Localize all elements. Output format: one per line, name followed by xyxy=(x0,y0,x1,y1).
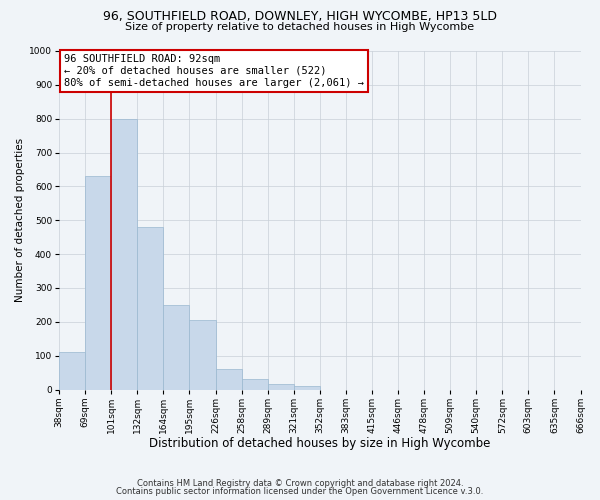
Text: 96, SOUTHFIELD ROAD, DOWNLEY, HIGH WYCOMBE, HP13 5LD: 96, SOUTHFIELD ROAD, DOWNLEY, HIGH WYCOM… xyxy=(103,10,497,23)
Bar xyxy=(163,305,190,390)
Bar xyxy=(215,369,242,390)
Text: Contains public sector information licensed under the Open Government Licence v.: Contains public sector information licen… xyxy=(116,487,484,496)
Text: 96 SOUTHFIELD ROAD: 92sqm
← 20% of detached houses are smaller (522)
80% of semi: 96 SOUTHFIELD ROAD: 92sqm ← 20% of detac… xyxy=(64,54,364,88)
Bar xyxy=(242,380,268,390)
Bar xyxy=(294,386,320,390)
Text: Contains HM Land Registry data © Crown copyright and database right 2024.: Contains HM Land Registry data © Crown c… xyxy=(137,478,463,488)
Text: Size of property relative to detached houses in High Wycombe: Size of property relative to detached ho… xyxy=(125,22,475,32)
Bar xyxy=(137,227,163,390)
Bar xyxy=(111,118,137,390)
Bar xyxy=(268,384,294,390)
Bar xyxy=(85,176,111,390)
Bar xyxy=(190,320,215,390)
X-axis label: Distribution of detached houses by size in High Wycombe: Distribution of detached houses by size … xyxy=(149,437,490,450)
Bar xyxy=(59,352,85,390)
Y-axis label: Number of detached properties: Number of detached properties xyxy=(15,138,25,302)
